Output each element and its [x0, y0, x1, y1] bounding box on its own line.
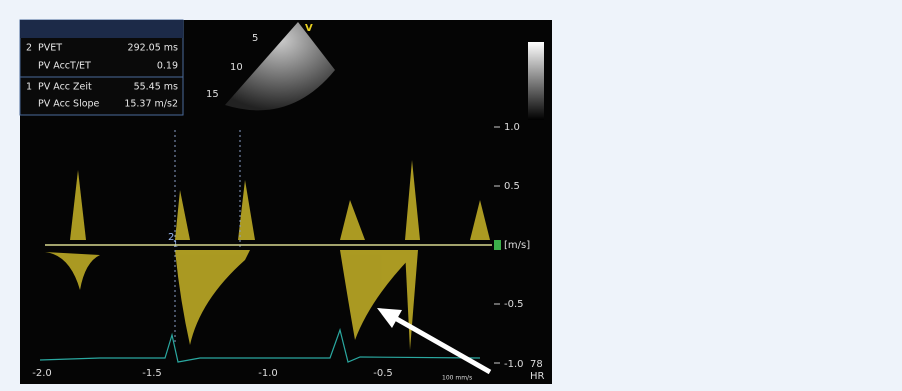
velocity-label: 0.5	[504, 181, 520, 192]
row-value: 0.19	[157, 61, 178, 72]
time-label: -1.0	[258, 368, 278, 379]
panel-header	[20, 20, 183, 38]
row-label: PV AccT/ET	[38, 61, 91, 72]
hr-label: HR	[530, 371, 545, 382]
depth-label: 15	[206, 89, 219, 100]
gray-scale-bar	[528, 42, 544, 120]
baseline-marker	[494, 240, 501, 250]
time-label: -0.5	[373, 368, 393, 379]
velocity-label: -1.0	[504, 359, 524, 370]
row-label: PV Acc Zeit	[38, 82, 92, 93]
row-index: 1	[26, 82, 32, 93]
row-value: 292.05 ms	[128, 43, 179, 54]
time-label: -1.5	[142, 368, 162, 379]
row-value: 55.45 ms	[134, 82, 178, 93]
measurement-panel: 2 PVET 292.05 ms PV AccT/ET 0.19 1 PV Ac…	[20, 20, 183, 115]
row-label: PV Acc Slope	[38, 99, 100, 110]
velocity-unit: [m/s]	[504, 240, 530, 251]
row-label: PVET	[38, 43, 62, 54]
probe-marker: V	[305, 23, 313, 34]
depth-label: 5	[252, 33, 258, 44]
velocity-label: -0.5	[504, 299, 524, 310]
heart-rate: 78	[530, 359, 543, 370]
sweep-speed: 100 mm/s	[442, 375, 472, 382]
cursor-label: 1	[173, 240, 178, 249]
velocity-label: 1.0	[504, 122, 520, 133]
screen: 2 PVET 292.05 ms PV AccT/ET 0.19 1 PV Ac…	[0, 0, 902, 391]
row-value: 15.37 m/s2	[124, 99, 178, 110]
time-label: -2.0	[32, 368, 52, 379]
depth-label: 10	[230, 62, 243, 73]
row-index: 2	[26, 43, 32, 54]
